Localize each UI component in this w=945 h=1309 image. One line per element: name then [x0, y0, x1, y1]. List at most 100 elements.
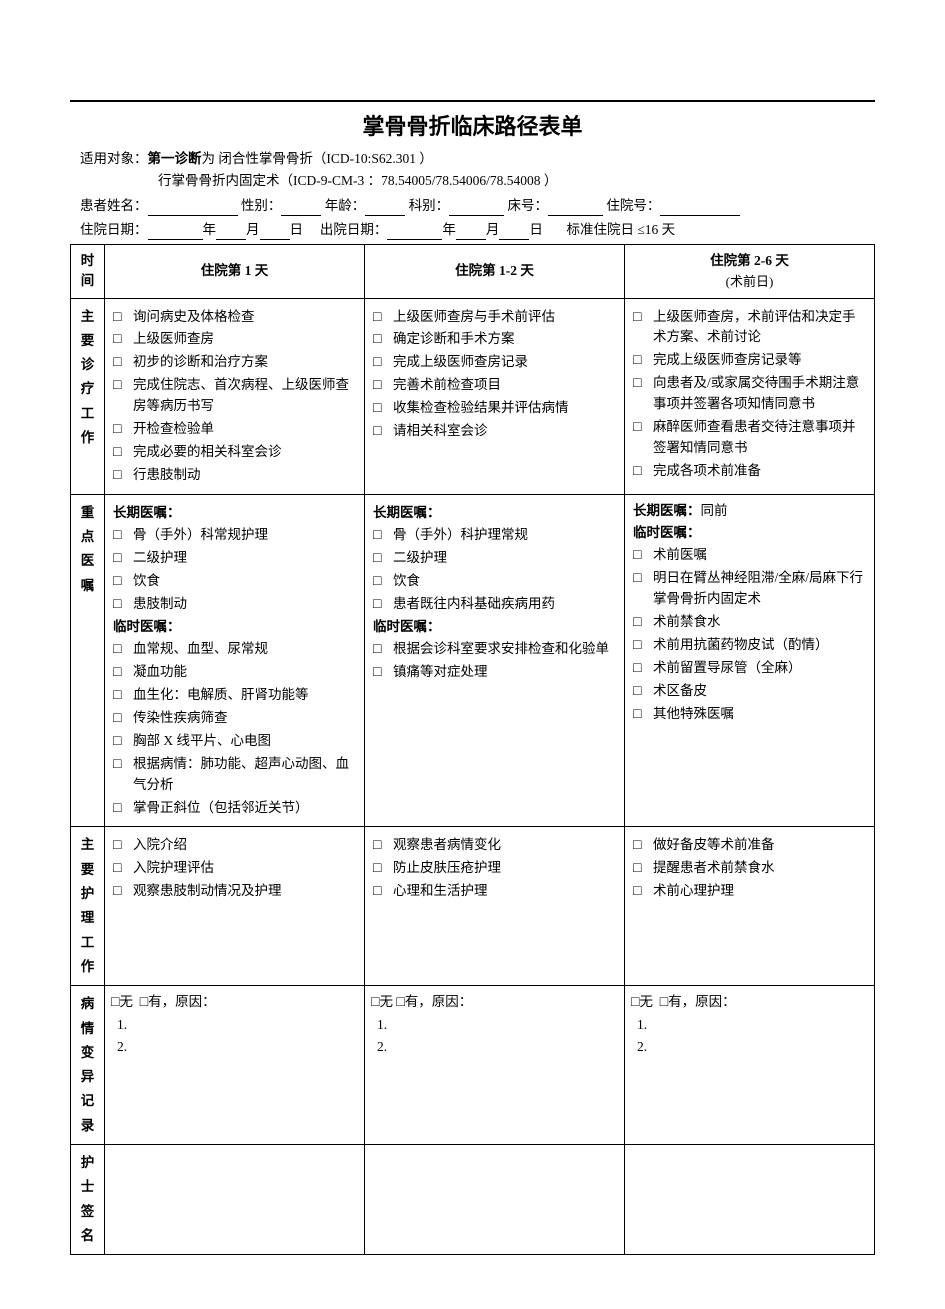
temp-order-label-3: 临时医嘱：	[633, 523, 868, 543]
field-bed[interactable]	[548, 200, 603, 216]
checklist-item[interactable]: 观察患肢制动情况及护理	[111, 881, 358, 902]
label-name: 患者姓名：	[80, 198, 148, 213]
work-day26: 上级医师查房，术前评估和决定手术方案、术前讨论完成上级医师查房记录等向患者及/或…	[625, 298, 875, 494]
field-admit-d[interactable]	[260, 224, 290, 240]
field-name[interactable]	[148, 200, 238, 216]
label-sex: 性别：	[241, 198, 282, 213]
field-disch-m[interactable]	[456, 224, 486, 240]
rowlabel-variance: 病情变异记录	[71, 986, 105, 1145]
checklist-item[interactable]: 患者既往内科基础疾病用药	[371, 594, 618, 615]
checklist-item[interactable]: 镇痛等对症处理	[371, 662, 618, 683]
checklist-item[interactable]: 观察患者病情变化	[371, 835, 618, 856]
row-nursing: 主要护理工作 入院介绍入院护理评估观察患肢制动情况及护理 观察患者病情变化防止皮…	[71, 827, 875, 986]
checklist-item[interactable]: 开检查检验单	[111, 419, 358, 440]
checklist-item[interactable]: 入院介绍	[111, 835, 358, 856]
checklist-item[interactable]: 患肢制动	[111, 594, 358, 615]
checklist-item[interactable]: 传染性疾病筛查	[111, 708, 358, 729]
checklist-item[interactable]: 明日在臂丛神经阻滞/全麻/局麻下行掌骨骨折内固定术	[631, 568, 868, 610]
checklist-item[interactable]: 术前禁食水	[631, 612, 868, 633]
field-admit-m[interactable]	[216, 224, 246, 240]
field-inno[interactable]	[660, 200, 740, 216]
nurse-sign-3[interactable]	[625, 1145, 875, 1255]
checklist-item[interactable]: 入院护理评估	[111, 858, 358, 879]
checkbox-yes-3[interactable]: □	[660, 995, 668, 1010]
checklist-item[interactable]: 术前医嘱	[631, 545, 868, 566]
field-admit-y[interactable]	[148, 224, 203, 240]
checklist-item[interactable]: 血生化：电解质、肝肾功能等	[111, 685, 358, 706]
checklist-item[interactable]: 二级护理	[111, 548, 358, 569]
checklist-item[interactable]: 骨（手外）科护理常规	[371, 525, 618, 546]
checklist-item[interactable]: 完成各项术前准备	[631, 461, 868, 482]
work-day12: 上级医师查房与手术前评估确定诊断和手术方案完成上级医师查房记录完善术前检查项目收…	[365, 298, 625, 494]
subject-diag-label: 第一诊断	[148, 151, 202, 166]
checklist-item[interactable]: 饮食	[111, 571, 358, 592]
checklist-item[interactable]: 血常规、血型、尿常规	[111, 639, 358, 660]
checklist-item[interactable]: 防止皮肤压疮护理	[371, 858, 618, 879]
rowlabel-char: 作	[77, 426, 98, 450]
checklist-item[interactable]: 上级医师查房与手术前评估	[371, 307, 618, 328]
checklist-item[interactable]: 完成住院志、首次病程、上级医师查房等病历书写	[111, 375, 358, 417]
label-disch: 出院日期：	[320, 222, 388, 237]
variance-2-n2: 2.	[377, 1037, 618, 1057]
checklist-item[interactable]: 其他特殊医嘱	[631, 704, 868, 725]
checklist-item[interactable]: 上级医师查房	[111, 329, 358, 350]
checklist-item[interactable]: 麻醉医师查看患者交待注意事项并签署知情同意书	[631, 417, 868, 459]
checklist-item[interactable]: 凝血功能	[111, 662, 358, 683]
checklist-item[interactable]: 术前留置导尿管（全麻）	[631, 658, 868, 679]
orders-day26: 长期医嘱：同前 临时医嘱： 术前医嘱明日在臂丛神经阻滞/全麻/局麻下行掌骨骨折内…	[625, 494, 875, 827]
checklist-item[interactable]: 术前用抗菌药物皮试（酌情）	[631, 635, 868, 656]
checklist-item[interactable]: 上级医师查房，术前评估和决定手术方案、术前讨论	[631, 307, 868, 349]
checklist-item[interactable]: 根据会诊科室要求安排检查和化验单	[371, 639, 618, 660]
checkbox-yes-2[interactable]: □	[396, 995, 404, 1010]
checklist-item[interactable]: 询问病史及体格检查	[111, 307, 358, 328]
checkbox-yes-1[interactable]: □	[140, 995, 148, 1010]
rowlabel-orders: 重点医嘱	[71, 494, 105, 827]
long-order-label-2: 长期医嘱：	[373, 503, 618, 523]
rowlabel-char: 录	[77, 1114, 98, 1138]
checklist-item[interactable]: 心理和生活护理	[371, 881, 618, 902]
checklist-item[interactable]: 完善术前检查项目	[371, 375, 618, 396]
unit-m1: 月	[246, 222, 260, 237]
rowlabel-char: 作	[77, 955, 98, 979]
checklist-item[interactable]: 术前心理护理	[631, 881, 868, 902]
nurse-sign-2[interactable]	[365, 1145, 625, 1255]
checklist-item[interactable]: 饮食	[371, 571, 618, 592]
checklist-item[interactable]: 根据病情：肺功能、超声心动图、血气分析	[111, 754, 358, 796]
checklist-item[interactable]: 胸部 X 线平片、心电图	[111, 731, 358, 752]
checklist-item[interactable]: 初步的诊断和治疗方案	[111, 352, 358, 373]
checklist-item[interactable]: 术区备皮	[631, 681, 868, 702]
checklist-item[interactable]: 完成必要的相关科室会诊	[111, 442, 358, 463]
checklist-item[interactable]: 做好备皮等术前准备	[631, 835, 868, 856]
label-yes-1: 有，原因：	[148, 994, 216, 1009]
checklist-item[interactable]: 二级护理	[371, 548, 618, 569]
rowlabel-char: 要	[77, 858, 98, 882]
field-dept[interactable]	[449, 200, 504, 216]
rowlabel-char: 情	[77, 1017, 98, 1041]
th-day1: 住院第 1 天	[105, 245, 365, 299]
checklist-item[interactable]: 向患者及/或家属交待围手术期注意事项并签署各项知情同意书	[631, 373, 868, 415]
variance-day1: □无 □有，原因： 1. 2.	[105, 986, 365, 1145]
checklist-item[interactable]: 确定诊断和手术方案	[371, 329, 618, 350]
field-disch-y[interactable]	[387, 224, 442, 240]
rowlabel-char: 异	[77, 1065, 98, 1089]
checklist-item[interactable]: 完成上级医师查房记录	[371, 352, 618, 373]
rowlabel-char: 理	[77, 906, 98, 930]
checklist-item[interactable]: 行患肢制动	[111, 465, 358, 486]
checklist-item[interactable]: 请相关科室会诊	[371, 421, 618, 442]
field-disch-d[interactable]	[499, 224, 529, 240]
checklist-item[interactable]: 收集检查检验结果并评估病情	[371, 398, 618, 419]
nurse-sign-1[interactable]	[105, 1145, 365, 1255]
field-sex[interactable]	[281, 200, 321, 216]
variance-3-n2: 2.	[637, 1037, 868, 1057]
orders-day1: 长期医嘱： 骨（手外）科常规护理二级护理饮食患肢制动 临时医嘱： 血常规、血型、…	[105, 494, 365, 827]
field-age[interactable]	[365, 200, 405, 216]
rowlabel-char: 医	[77, 549, 98, 573]
rowlabel-char: 主	[77, 305, 98, 329]
nursing-day1: 入院介绍入院护理评估观察患肢制动情况及护理	[105, 827, 365, 986]
long-order-label-3b: 长期医嘱：	[633, 503, 701, 518]
checklist-item[interactable]: 骨（手外）科常规护理	[111, 525, 358, 546]
checklist-item[interactable]: 完成上级医师查房记录等	[631, 350, 868, 371]
checklist-item[interactable]: 提醒患者术前禁食水	[631, 858, 868, 879]
patient-info-line-1: 患者姓名： 性别： 年龄： 科别： 床号： 住院号：	[80, 196, 875, 216]
checklist-item[interactable]: 掌骨正斜位（包括邻近关节）	[111, 798, 358, 819]
